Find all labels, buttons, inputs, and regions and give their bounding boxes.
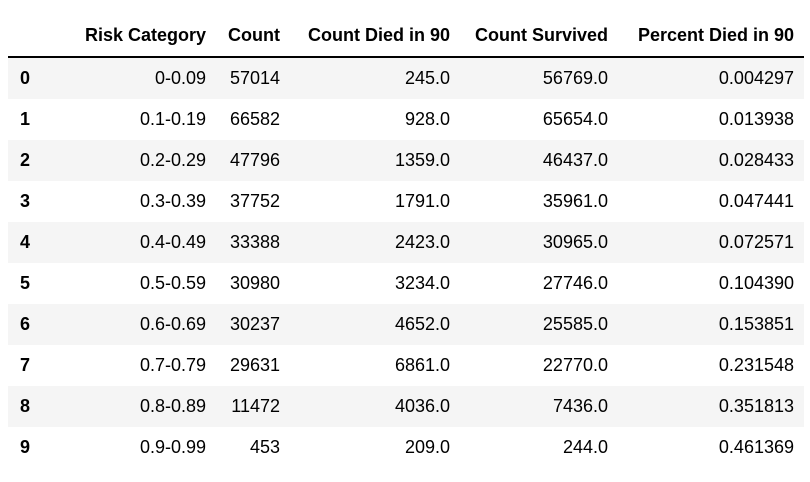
cell-count-survived: 22770.0 (542, 355, 608, 375)
table-row: 9 0.9-0.99 453 209.0 244.0 0.461369 (8, 427, 804, 468)
cell-count: 57014 (229, 68, 280, 88)
cell-risk-category: 0.6-0.69 (139, 314, 206, 334)
table-row: 8 0.8-0.89 11472 4036.0 7436.0 0.351813 (8, 386, 804, 427)
cell-percent-died: 0.047441 (718, 191, 794, 211)
header-index (8, 14, 46, 58)
cell-count: 453 (249, 437, 280, 457)
cell-count-died: 209.0 (404, 437, 450, 457)
table-row: 0 0-0.09 57014 245.0 56769.0 0.004297 (8, 57, 804, 99)
cell-count: 37752 (229, 191, 280, 211)
cell-count: 29631 (229, 355, 280, 375)
cell-percent-died: 0.028433 (718, 150, 794, 170)
cell-count: 30237 (229, 314, 280, 334)
cell-count: 11472 (231, 396, 280, 416)
cell-risk-category: 0.5-0.59 (139, 273, 206, 293)
header-row: Risk Category Count Count Died in 90 Cou… (8, 14, 804, 58)
cell-count-died: 3234.0 (394, 273, 450, 293)
row-index: 5 (20, 273, 31, 293)
cell-percent-died: 0.004297 (718, 68, 794, 88)
cell-count-survived: 27746.0 (542, 273, 608, 293)
cell-count: 47796 (229, 150, 280, 170)
cell-count-died: 245.0 (404, 68, 450, 88)
row-index: 6 (20, 314, 31, 334)
cell-count-survived: 244.0 (562, 437, 608, 457)
table-row: 5 0.5-0.59 30980 3234.0 27746.0 0.104390 (8, 263, 804, 304)
row-index: 3 (20, 191, 31, 211)
cell-risk-category: 0.7-0.79 (139, 355, 206, 375)
risk-table: Risk Category Count Count Died in 90 Cou… (8, 14, 804, 468)
table-row: 2 0.2-0.29 47796 1359.0 46437.0 0.028433 (8, 140, 804, 181)
header-count-died: Count Died in 90 (290, 14, 460, 58)
cell-percent-died: 0.231548 (718, 355, 794, 375)
cell-count-died: 6861.0 (394, 355, 450, 375)
cell-count-survived: 35961.0 (542, 191, 608, 211)
table-header: Risk Category Count Count Died in 90 Cou… (8, 14, 804, 58)
cell-risk-category: 0.3-0.39 (139, 191, 206, 211)
cell-count-died: 4036.0 (394, 396, 450, 416)
cell-count: 66582 (229, 109, 280, 129)
row-index: 9 (20, 437, 31, 457)
cell-risk-category: 0.8-0.89 (139, 396, 206, 416)
cell-risk-category: 0.4-0.49 (139, 232, 206, 252)
cell-percent-died: 0.013938 (718, 109, 794, 129)
row-index: 4 (20, 232, 31, 252)
cell-risk-category: 0.2-0.29 (139, 150, 206, 170)
cell-count-survived: 56769.0 (542, 68, 608, 88)
cell-count-survived: 46437.0 (542, 150, 608, 170)
cell-count-survived: 30965.0 (542, 232, 608, 252)
header-percent-died: Percent Died in 90 (618, 14, 804, 58)
cell-percent-died: 0.153851 (718, 314, 794, 334)
row-index: 7 (20, 355, 31, 375)
table-row: 1 0.1-0.19 66582 928.0 65654.0 0.013938 (8, 99, 804, 140)
cell-count-died: 1359.0 (394, 150, 450, 170)
row-index: 1 (20, 109, 31, 129)
header-risk-category: Risk Category (46, 14, 216, 58)
cell-count-survived: 25585.0 (542, 314, 608, 334)
row-index: 0 (20, 68, 31, 88)
cell-risk-category: 0-0.09 (154, 68, 206, 88)
table-row: 3 0.3-0.39 37752 1791.0 35961.0 0.047441 (8, 181, 804, 222)
cell-count-died: 4652.0 (394, 314, 450, 334)
table-body: 0 0-0.09 57014 245.0 56769.0 0.004297 1 … (8, 57, 804, 468)
table-row: 4 0.4-0.49 33388 2423.0 30965.0 0.072571 (8, 222, 804, 263)
header-count: Count (216, 14, 290, 58)
cell-count-survived: 7436.0 (552, 396, 608, 416)
cell-percent-died: 0.104390 (718, 273, 794, 293)
row-index: 2 (20, 150, 31, 170)
cell-count-died: 928.0 (404, 109, 450, 129)
table-row: 6 0.6-0.69 30237 4652.0 25585.0 0.153851 (8, 304, 804, 345)
cell-count: 33388 (229, 232, 280, 252)
cell-count: 30980 (229, 273, 280, 293)
table-row: 7 0.7-0.79 29631 6861.0 22770.0 0.231548 (8, 345, 804, 386)
row-index: 8 (20, 396, 31, 416)
cell-percent-died: 0.461369 (718, 437, 794, 457)
cell-count-died: 2423.0 (394, 232, 450, 252)
header-count-survived: Count Survived (460, 14, 618, 58)
cell-risk-category: 0.1-0.19 (139, 109, 206, 129)
cell-count-died: 1791.0 (394, 191, 450, 211)
cell-percent-died: 0.072571 (718, 232, 794, 252)
cell-percent-died: 0.351813 (718, 396, 794, 416)
cell-count-survived: 65654.0 (542, 109, 608, 129)
cell-risk-category: 0.9-0.99 (139, 437, 206, 457)
